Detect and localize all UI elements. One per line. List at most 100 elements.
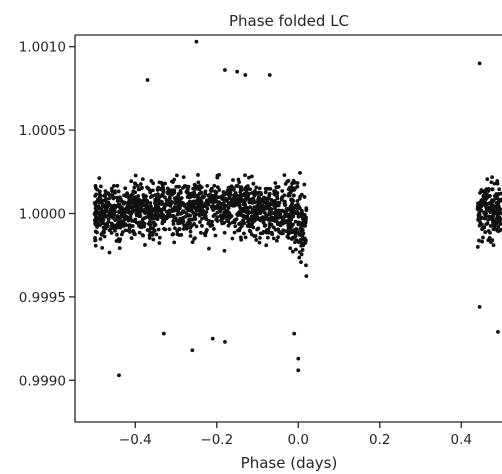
data-point [187,208,192,213]
data-point [288,213,293,218]
data-point [490,217,495,222]
data-point [210,197,214,202]
data-point [269,230,274,235]
data-point [217,188,222,192]
data-point [250,221,255,225]
data-point [477,238,481,243]
data-point [181,210,185,215]
data-point [300,248,305,252]
data-point [113,190,117,195]
data-point [289,224,294,229]
data-point [208,222,213,227]
data-point [212,183,217,188]
data-point [242,231,246,236]
data-point [251,181,256,186]
data-point [233,224,238,229]
y-tick-label: 0.9995 [19,290,66,306]
data-point [276,200,280,205]
data-point [258,231,263,236]
data-point [148,226,153,231]
data-point [282,199,287,204]
data-point [281,228,286,233]
data-point [110,189,114,194]
data-point [482,225,487,230]
data-point [191,186,196,191]
data-point [258,201,263,205]
data-point [115,232,119,237]
data-point [203,189,208,194]
data-point [142,224,147,229]
data-point [114,195,119,200]
data-point [233,199,238,204]
data-point [133,217,138,222]
data-point [93,238,98,243]
data-point [298,171,302,175]
data-point [270,202,275,207]
data-point [98,184,103,189]
data-point [113,228,117,233]
data-point [488,230,492,235]
data-point [290,249,295,254]
data-point [226,206,231,210]
data-point [493,205,498,210]
data-point [491,243,496,248]
data-point [215,175,220,180]
data-point [485,177,490,182]
data-point [242,221,247,226]
data-point [174,218,179,223]
data-point [206,200,211,205]
data-point [227,215,232,220]
data-point [143,243,147,247]
data-point [161,218,166,223]
data-point [196,180,201,185]
data-point [150,233,155,237]
data-point [220,196,224,201]
data-point [259,192,264,197]
data-point [299,252,304,257]
data-point [221,190,226,194]
data-point [288,246,293,251]
data-point [160,207,165,212]
data-point [115,183,120,188]
data-point [100,211,105,216]
data-point [117,373,121,378]
data-point [205,206,210,211]
data-point [266,195,271,200]
data-point [218,201,223,206]
data-point [285,234,290,239]
data-point [270,217,275,221]
data-point [491,209,496,214]
data-point [476,216,481,221]
data-point [93,186,98,190]
data-point [239,237,244,242]
data-point [131,196,136,201]
data-point [106,213,111,218]
data-point [193,236,197,241]
data-point [496,229,500,234]
data-point [102,234,107,239]
data-point [222,193,227,197]
data-point [181,185,185,190]
data-point [133,232,137,237]
data-point [138,182,143,186]
data-point [131,229,136,233]
data-point [202,203,206,208]
data-point [243,73,248,77]
data-point [259,209,263,214]
data-point [148,230,153,235]
data-point [234,184,239,188]
data-point [194,200,199,205]
data-point [130,192,135,197]
data-point [295,229,300,234]
data-point [228,203,233,207]
data-point [162,195,167,200]
data-point [132,185,137,190]
y-tick-label: 1.0005 [19,123,66,139]
data-point [194,39,199,44]
data-point [186,204,191,209]
data-point [297,222,302,226]
data-point [484,208,489,213]
data-point [141,198,146,203]
data-point [196,195,201,200]
data-point [185,222,190,227]
